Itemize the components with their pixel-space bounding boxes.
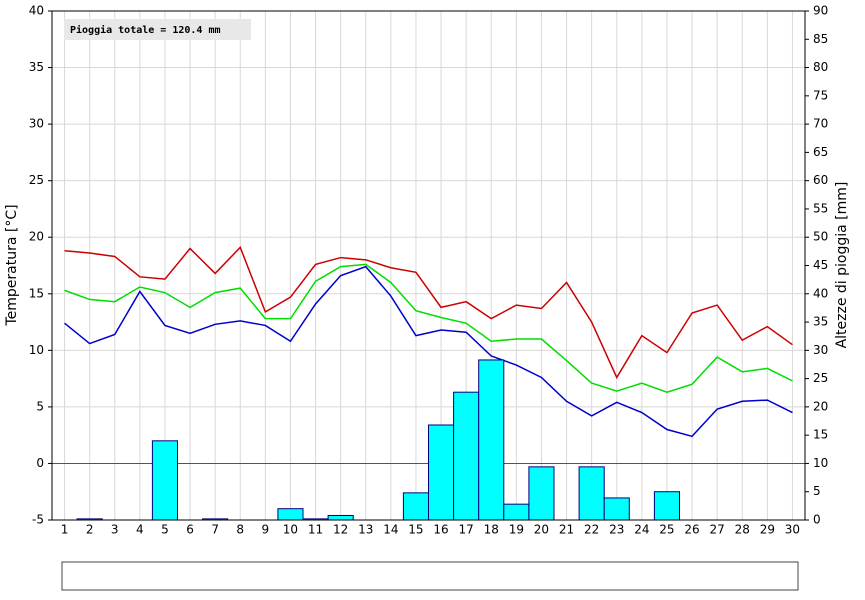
y2-tick-label: 0: [813, 513, 821, 527]
legend-box: [61, 561, 799, 591]
y2-tick-label: 10: [813, 456, 828, 470]
x-tick-label: 20: [534, 523, 549, 537]
y2-axis-label: Altezze di pioggia [mm]: [834, 182, 850, 349]
x-tick-label: 2: [86, 523, 94, 537]
rain-bar: [327, 514, 354, 521]
rain-bar: [578, 466, 605, 521]
rain-bar: [453, 391, 480, 521]
x-tick-label: 30: [785, 523, 800, 537]
y2-tick-label: 80: [813, 60, 828, 74]
y2-tick-label: 60: [813, 173, 828, 187]
x-tick-label: 29: [760, 523, 775, 537]
y2-tick-label: 30: [813, 343, 828, 357]
y-tick-label: 0: [36, 456, 44, 470]
rain-bar: [402, 492, 429, 521]
y-tick-label: 40: [29, 4, 44, 18]
temperature-line: [64, 246, 793, 380]
temperature-line: [64, 263, 793, 393]
x-tick-label: 18: [484, 523, 499, 537]
x-tick-label: 26: [684, 523, 699, 537]
y2-tick-label: 40: [813, 286, 828, 300]
x-tick-label: 7: [211, 523, 219, 537]
x-tick-label: 17: [459, 523, 474, 537]
rain-bar: [603, 497, 630, 521]
y2-tick-label: 90: [813, 4, 828, 18]
annotation: Pioggia totale = 120.4 mm: [70, 24, 221, 36]
x-tick-label: 28: [735, 523, 750, 537]
y2-tick-label: 55: [813, 201, 828, 215]
x-tick-label: 14: [383, 523, 398, 537]
x-tick-label: 6: [186, 523, 194, 537]
y2-tick-label: 20: [813, 399, 828, 413]
temperature-line: [64, 265, 793, 438]
rain-bar: [503, 503, 530, 521]
x-tick-label: 19: [509, 523, 524, 537]
x-tick-label: 22: [584, 523, 599, 537]
y2-tick-label: 75: [813, 88, 828, 102]
x-tick-label: 5: [161, 523, 169, 537]
y-tick-label: 25: [29, 173, 44, 187]
y-tick-label: 20: [29, 230, 44, 244]
y2-tick-label: 15: [813, 428, 828, 442]
x-tick-label: 12: [333, 523, 348, 537]
x-tick-label: 9: [262, 523, 270, 537]
y2-tick-label: 85: [813, 32, 828, 46]
rain-bar: [428, 424, 455, 521]
x-tick-label: 10: [283, 523, 298, 537]
y2-tick-label: 70: [813, 117, 828, 131]
rain-bar: [528, 466, 555, 521]
y2-tick-label: 65: [813, 145, 828, 159]
y2-tick-label: 50: [813, 230, 828, 244]
rain-bar: [653, 491, 681, 521]
x-tick-label: 4: [136, 523, 144, 537]
annotation-box: [64, 19, 251, 40]
x-tick-label: 27: [710, 523, 725, 537]
rain-bar: [478, 359, 505, 521]
y-tick-label: 15: [29, 286, 44, 300]
plot-frame: [51, 10, 806, 521]
x-tick-label: 23: [609, 523, 624, 537]
y2-tick-label: 45: [813, 258, 828, 272]
x-tick-label: 21: [559, 523, 574, 537]
x-tick-label: 11: [308, 523, 323, 537]
y-tick-label: 5: [36, 399, 44, 413]
x-tick-label: 25: [659, 523, 674, 537]
y-axis-label: Temperatura [°C]: [4, 204, 20, 326]
x-tick-label: 1: [61, 523, 69, 537]
x-tick-label: 8: [236, 523, 244, 537]
y-tick-label: 35: [29, 60, 44, 74]
y2-tick-label: 5: [813, 484, 821, 498]
x-tick-label: 3: [111, 523, 119, 537]
y-tick-label: -5: [32, 513, 44, 527]
y2-tick-label: 35: [813, 315, 828, 329]
rain-bar: [277, 508, 304, 521]
rain-bar: [151, 440, 178, 521]
x-tick-label: 15: [408, 523, 423, 537]
x-tick-label: 16: [433, 523, 448, 537]
x-tick-label: 13: [358, 523, 373, 537]
x-tick-label: 24: [634, 523, 649, 537]
y-tick-label: 10: [29, 343, 44, 357]
y2-tick-label: 25: [813, 371, 828, 385]
y-tick-label: 30: [29, 117, 44, 131]
